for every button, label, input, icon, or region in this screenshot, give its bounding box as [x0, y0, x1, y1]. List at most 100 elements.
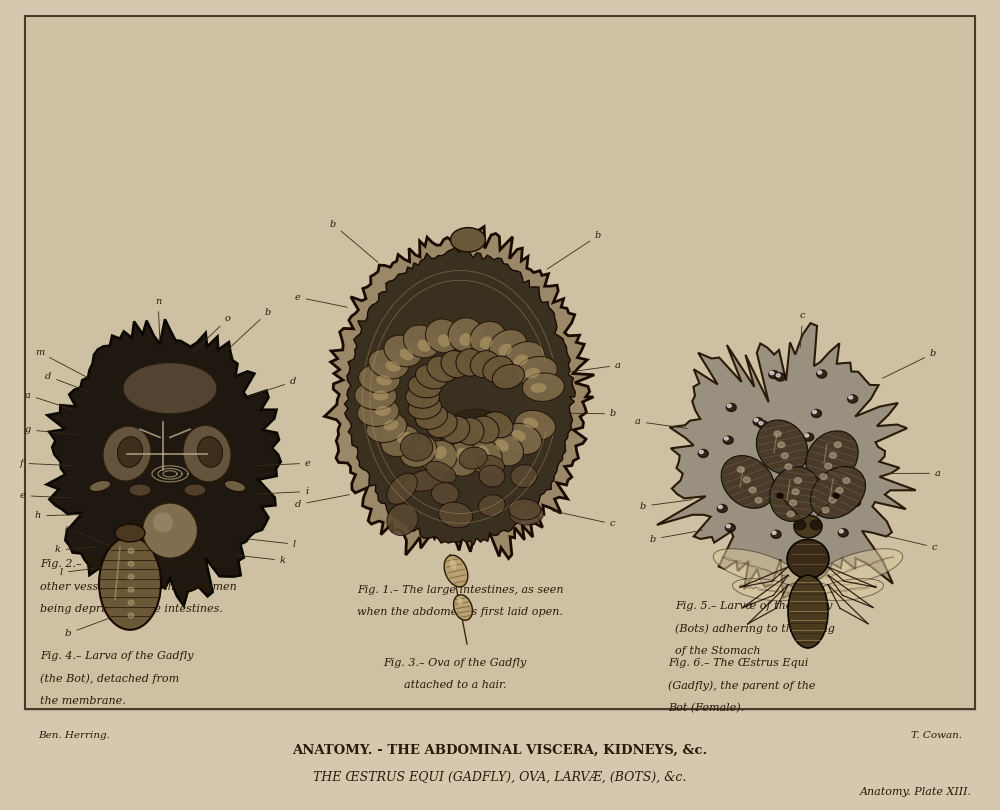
Ellipse shape — [721, 455, 775, 509]
Ellipse shape — [441, 409, 509, 466]
Text: m: m — [35, 347, 88, 377]
Text: Ben. Herring.: Ben. Herring. — [38, 731, 110, 740]
Circle shape — [758, 486, 762, 489]
Ellipse shape — [503, 424, 542, 454]
Ellipse shape — [496, 440, 509, 451]
Ellipse shape — [427, 356, 457, 382]
Circle shape — [718, 505, 722, 509]
Circle shape — [801, 455, 811, 463]
Ellipse shape — [129, 484, 151, 496]
Circle shape — [794, 520, 806, 530]
Ellipse shape — [418, 339, 430, 352]
Text: k: k — [236, 555, 286, 565]
Circle shape — [775, 373, 785, 381]
Circle shape — [832, 502, 836, 505]
Circle shape — [805, 434, 809, 437]
Ellipse shape — [444, 442, 479, 476]
Ellipse shape — [387, 504, 418, 535]
Ellipse shape — [459, 447, 487, 469]
Circle shape — [753, 418, 763, 426]
Ellipse shape — [115, 524, 145, 542]
Ellipse shape — [511, 465, 537, 488]
Circle shape — [755, 497, 762, 503]
Circle shape — [717, 505, 727, 513]
Ellipse shape — [224, 480, 246, 492]
Text: b: b — [330, 220, 378, 262]
Text: k: k — [55, 545, 97, 554]
Circle shape — [838, 529, 848, 537]
Circle shape — [726, 525, 730, 528]
Circle shape — [771, 531, 781, 539]
Ellipse shape — [492, 364, 524, 389]
Circle shape — [839, 530, 843, 533]
Text: e: e — [295, 292, 347, 307]
Ellipse shape — [457, 597, 463, 605]
Ellipse shape — [368, 349, 409, 379]
Text: (the Bot), detached from: (the Bot), detached from — [40, 673, 179, 684]
Text: b: b — [227, 308, 271, 350]
Ellipse shape — [459, 333, 471, 346]
Ellipse shape — [509, 503, 543, 525]
Text: Anatomy. Plate XIII.: Anatomy. Plate XIII. — [860, 787, 972, 797]
Ellipse shape — [405, 470, 446, 491]
Circle shape — [743, 477, 750, 483]
Ellipse shape — [454, 595, 472, 620]
Text: f: f — [20, 458, 72, 467]
Text: Fig. 6.– The Œstrus Equi: Fig. 6.– The Œstrus Equi — [668, 658, 808, 667]
Polygon shape — [344, 245, 575, 545]
Ellipse shape — [416, 405, 448, 429]
Ellipse shape — [511, 430, 526, 441]
Circle shape — [776, 373, 780, 377]
Ellipse shape — [438, 335, 450, 347]
Ellipse shape — [466, 440, 502, 473]
Circle shape — [790, 500, 797, 505]
Text: h: h — [35, 511, 82, 520]
Circle shape — [802, 456, 806, 459]
Ellipse shape — [479, 495, 505, 517]
Circle shape — [757, 485, 767, 493]
Ellipse shape — [439, 502, 473, 528]
Text: i: i — [258, 487, 308, 496]
Text: (Gadfly), the parent of the: (Gadfly), the parent of the — [668, 680, 816, 691]
Circle shape — [727, 404, 731, 407]
Ellipse shape — [197, 437, 223, 467]
Circle shape — [777, 493, 783, 498]
Ellipse shape — [486, 433, 523, 466]
Ellipse shape — [425, 319, 461, 353]
Circle shape — [726, 403, 736, 411]
Ellipse shape — [399, 349, 413, 360]
Ellipse shape — [385, 361, 400, 372]
Text: g: g — [25, 425, 77, 435]
Circle shape — [830, 453, 837, 458]
Ellipse shape — [476, 455, 504, 475]
Text: THE ŒSTRUS EQUI (GADFLY), OVA, LARVÆ, (BOTS), &c.: THE ŒSTRUS EQUI (GADFLY), OVA, LARVÆ, (B… — [313, 771, 687, 784]
Circle shape — [852, 499, 856, 502]
Text: T. Cowan.: T. Cowan. — [911, 731, 962, 740]
Text: b: b — [563, 409, 616, 418]
Circle shape — [772, 531, 776, 535]
Circle shape — [812, 411, 816, 414]
Circle shape — [723, 436, 733, 444]
Text: b: b — [882, 349, 936, 378]
Polygon shape — [657, 323, 916, 602]
Text: attached to a hair.: attached to a hair. — [404, 680, 506, 690]
Circle shape — [128, 587, 134, 592]
Ellipse shape — [376, 375, 392, 386]
Text: n: n — [155, 297, 161, 341]
Circle shape — [128, 548, 134, 553]
Circle shape — [818, 371, 822, 374]
Ellipse shape — [426, 461, 456, 483]
Ellipse shape — [384, 335, 422, 367]
Ellipse shape — [416, 364, 448, 389]
Text: Fig. 1.– The large intestines, as seen: Fig. 1.– The large intestines, as seen — [357, 585, 563, 595]
Ellipse shape — [817, 548, 903, 586]
Text: d: d — [248, 377, 296, 397]
Ellipse shape — [470, 416, 499, 443]
Ellipse shape — [408, 396, 442, 419]
Ellipse shape — [357, 398, 399, 427]
Circle shape — [128, 561, 134, 566]
Text: being deprived of the intestines.: being deprived of the intestines. — [40, 604, 223, 614]
Text: ANATOMY. - THE ABDOMINAL VISCERA, KIDNEYS, &c.: ANATOMY. - THE ABDOMINAL VISCERA, KIDNEY… — [292, 744, 708, 757]
Ellipse shape — [470, 351, 499, 377]
Ellipse shape — [456, 418, 484, 446]
